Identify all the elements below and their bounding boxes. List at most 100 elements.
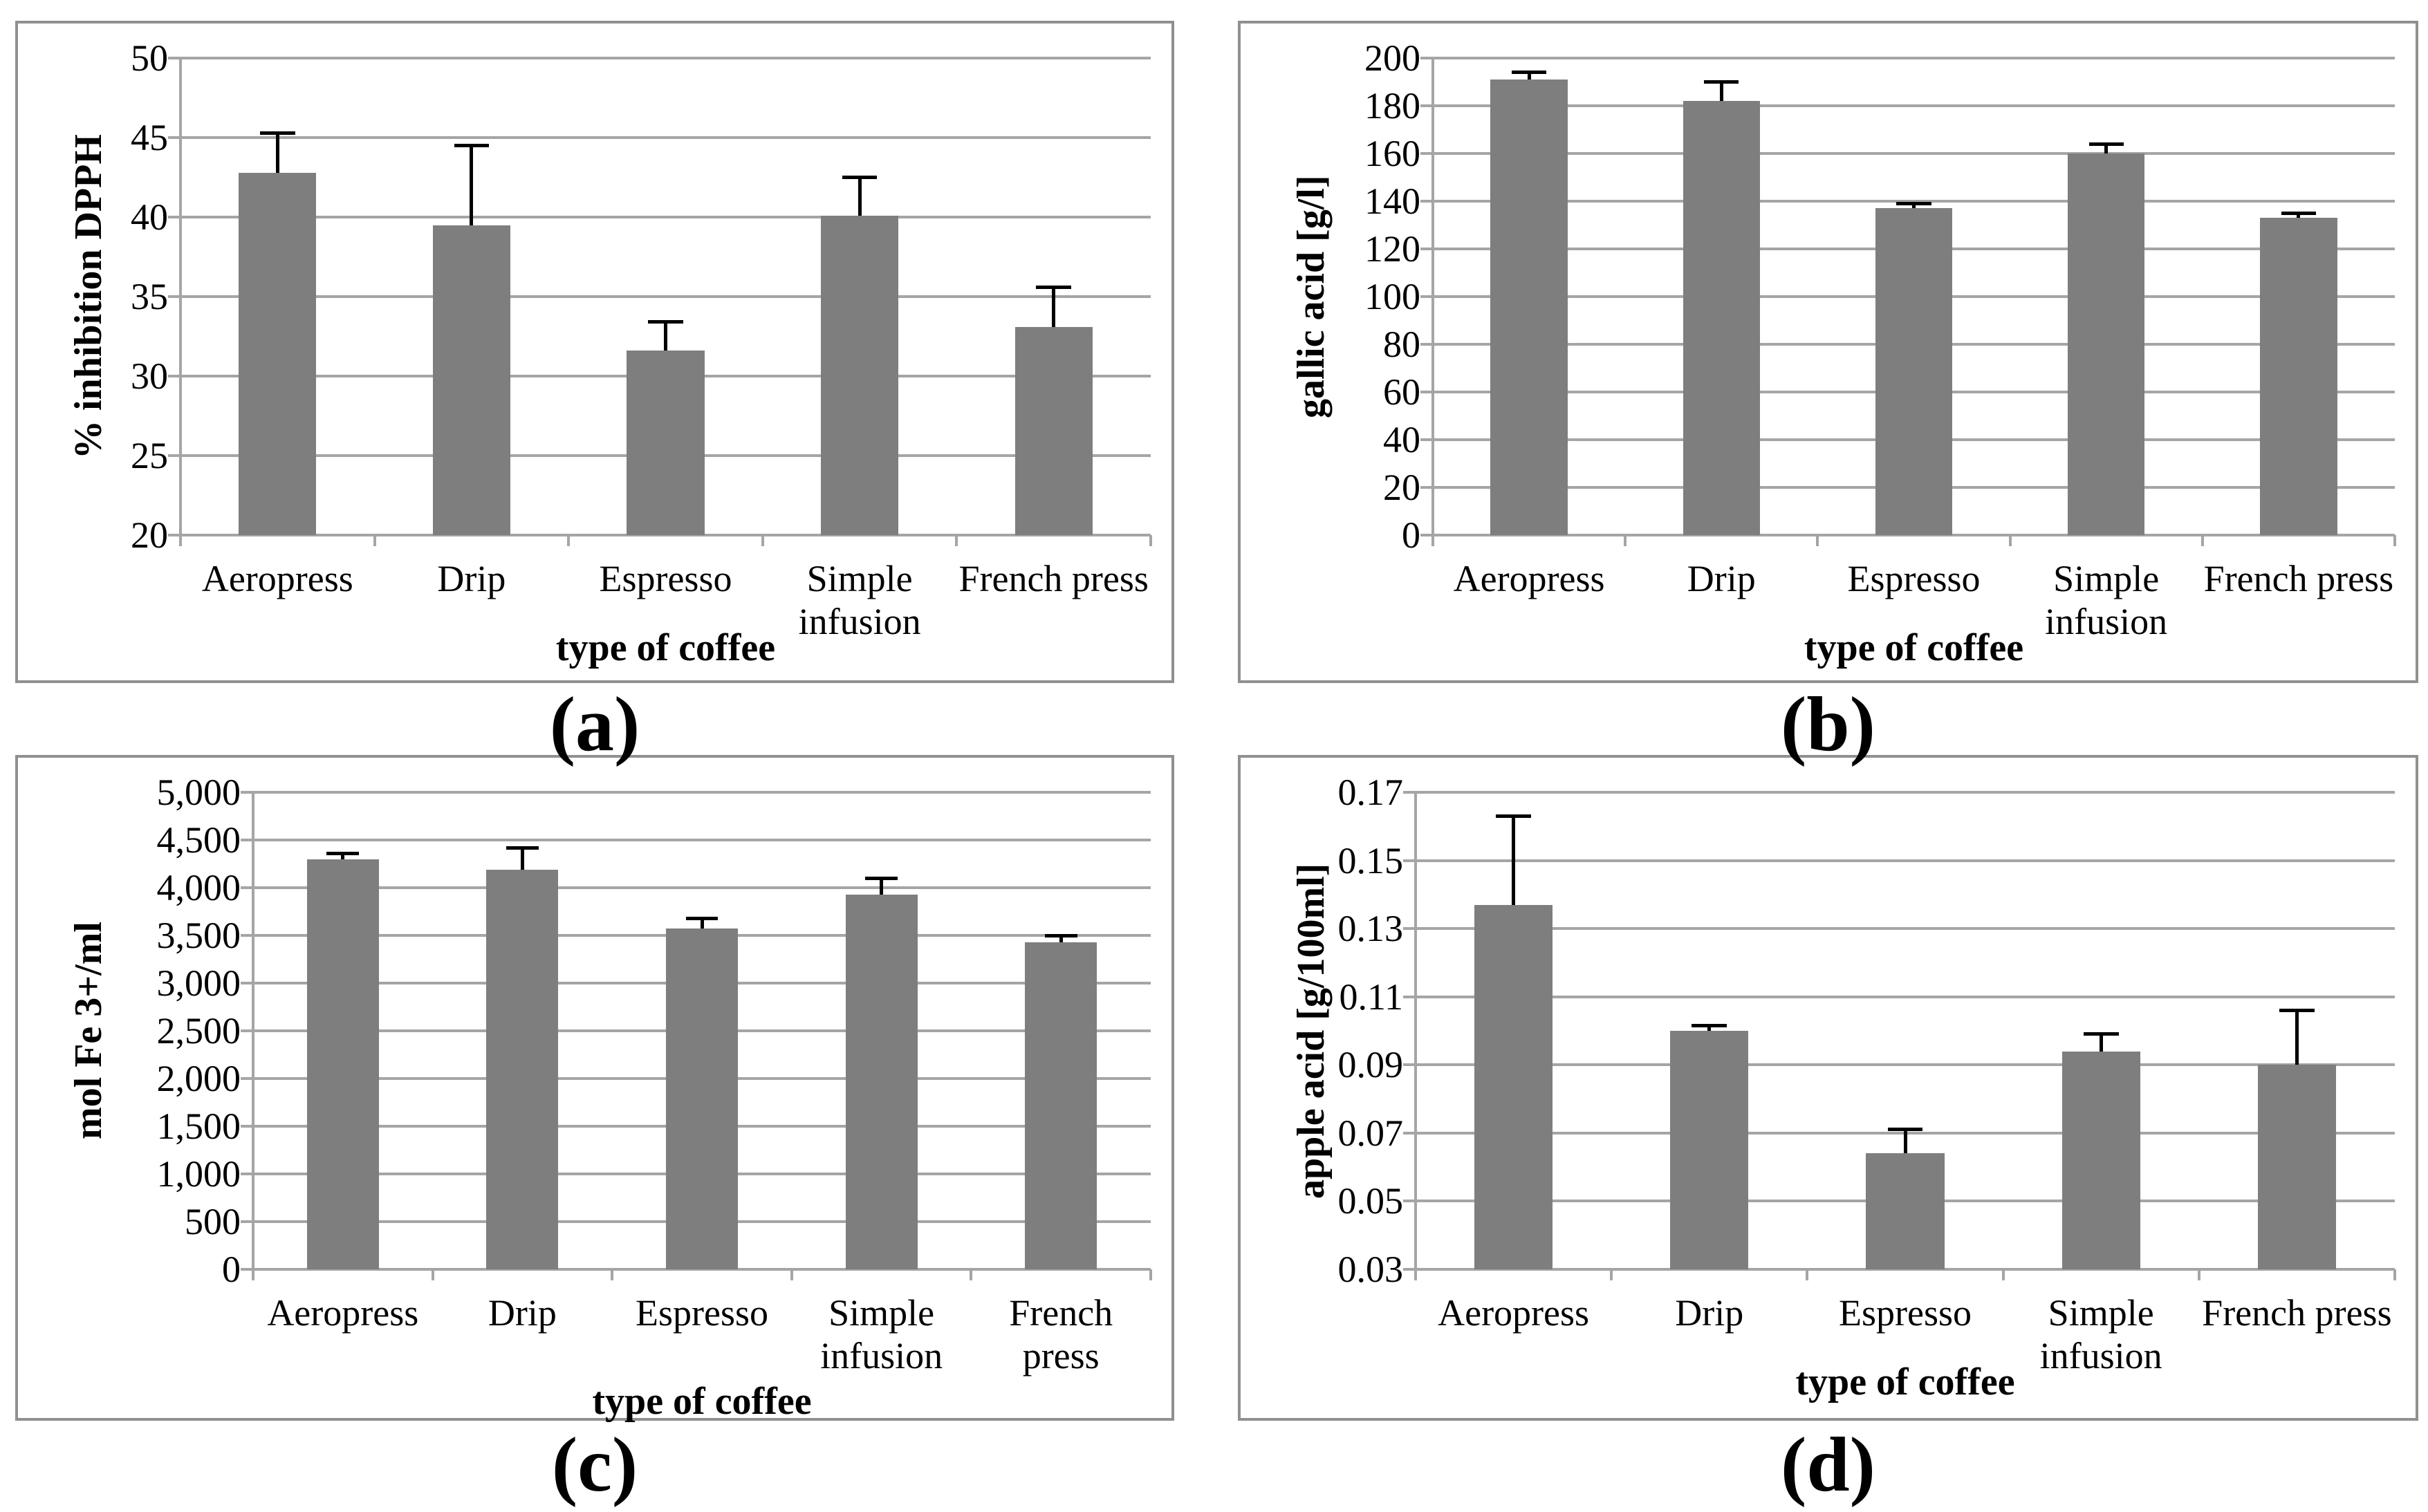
x-tick-mark [1431,535,1434,546]
x-axis-line [1433,534,2395,536]
x-axis-line [1416,1268,2395,1271]
y-tick-label: 80 [1383,324,1420,365]
bar-drip [432,225,510,535]
y-tick-mark [241,982,253,984]
y-tick-label: 50 [131,37,168,79]
gridline [180,216,1151,218]
error-bar-stem [664,321,667,351]
x-category-label: Simple infusion [798,558,921,642]
y-tick-label: 40 [1383,419,1420,460]
x-category-label: Drip [488,1292,557,1334]
y-tick-mark [1403,1063,1416,1067]
y-tick-label: 140 [1364,180,1420,222]
gridline [1433,200,2395,203]
x-axis-title: type of coffee [592,1380,812,1423]
y-tick-label: 160 [1364,133,1420,174]
x-category-label: Aeropress [267,1292,419,1334]
error-bar-cap [2279,1008,2315,1012]
y-tick-mark [1403,1200,1416,1203]
y-tick-mark [1420,152,1433,155]
error-bar-cap [454,144,490,147]
gridline [180,136,1151,139]
y-tick-label: 0.09 [1337,1044,1404,1086]
x-axis-title: type of coffee [1795,1361,2015,1403]
y-tick-label: 500 [185,1201,241,1242]
error-bar-stem [2295,1010,2299,1065]
y-tick-label: 200 [1364,37,1420,79]
y-tick-label: 30 [131,355,168,397]
error-bar-cap [1692,1024,1727,1028]
gridline [253,886,1151,889]
y-tick-label: 5,000 [156,772,241,813]
x-category-label: Aeropress [1438,1292,1590,1334]
x-tick-mark [2001,1269,2005,1280]
x-axis-title: type of coffee [1804,626,2024,669]
y-tick-label: 1,000 [156,1153,241,1195]
y-tick-mark [1420,486,1433,489]
x-axis-line [180,534,1151,536]
gridline [1416,1063,2395,1067]
x-tick-mark [1816,535,1819,546]
x-tick-mark [1149,535,1152,546]
error-bar-stem [2104,144,2109,153]
y-tick-mark [1403,1131,1416,1135]
x-category-label: Aeropress [1453,558,1605,599]
x-category-label: Drip [1675,1292,1744,1334]
x-tick-mark [2200,535,2204,546]
x-category-label: French press [2202,1292,2392,1334]
x-category-label: Espresso [1839,1292,1972,1334]
y-tick-mark [168,375,180,377]
y-tick-label: 0.03 [1337,1249,1404,1290]
gridline [1433,57,2395,59]
error-bar-stem [1052,287,1056,327]
error-bar-cap [2088,142,2124,146]
y-tick-mark [168,57,180,59]
bar-simple-infusion [820,215,899,535]
x-tick-mark [1624,535,1627,546]
error-bar-stem [275,133,279,173]
bar-espresso [1875,208,1953,535]
x-tick-mark [955,535,958,546]
bar-aeropress [1474,904,1553,1269]
x-category-label: Drip [1687,558,1756,599]
x-tick-mark [1414,1269,1417,1280]
error-bar-cap [685,916,719,920]
y-tick-label: 4,500 [156,819,241,861]
x-category-label: Simple infusion [2039,1292,2162,1376]
gridline [1416,859,2395,862]
y-tick-mark [241,1220,253,1223]
error-bar-cap [865,876,898,880]
y-tick-label: 180 [1364,85,1420,127]
y-tick-label: 0.13 [1337,908,1404,950]
error-bar-stem [1707,1025,1712,1031]
y-tick-label: 4,000 [156,867,241,908]
y-tick-mark [1420,391,1433,393]
error-bar-stem [2297,213,2301,218]
y-tick-label: 35 [131,276,168,317]
x-category-label: French press [1009,1292,1113,1376]
error-bar-cap [1704,80,1739,84]
y-tick-label: 0.15 [1337,839,1404,881]
bar-simple-infusion [2061,1051,2140,1269]
panel-a-dpph-chart: % inhibition DPPH type of coffee 20 25 30 3… [15,21,1174,683]
x-tick-mark [2393,535,2396,546]
y-tick-label: 0 [222,1249,241,1290]
gridline [180,295,1151,298]
y-axis-line [1431,58,1434,546]
y-tick-label: 0.17 [1337,772,1404,813]
error-bar-cap [1044,933,1077,937]
error-bar-cap [506,846,539,850]
y-tick-mark [1420,295,1433,298]
y-tick-mark [1420,343,1433,346]
y-tick-label: 3,500 [156,915,241,956]
x-category-label: Aeropress [201,558,353,599]
y-tick-mark [241,934,253,937]
error-bar-cap [260,131,295,135]
gridline [180,57,1151,59]
y-tick-label: 100 [1364,276,1420,317]
x-tick-mark [2197,1269,2200,1280]
error-bar-stem [858,177,862,216]
y-tick-mark [241,886,253,889]
bar-drip [1670,1031,1749,1269]
